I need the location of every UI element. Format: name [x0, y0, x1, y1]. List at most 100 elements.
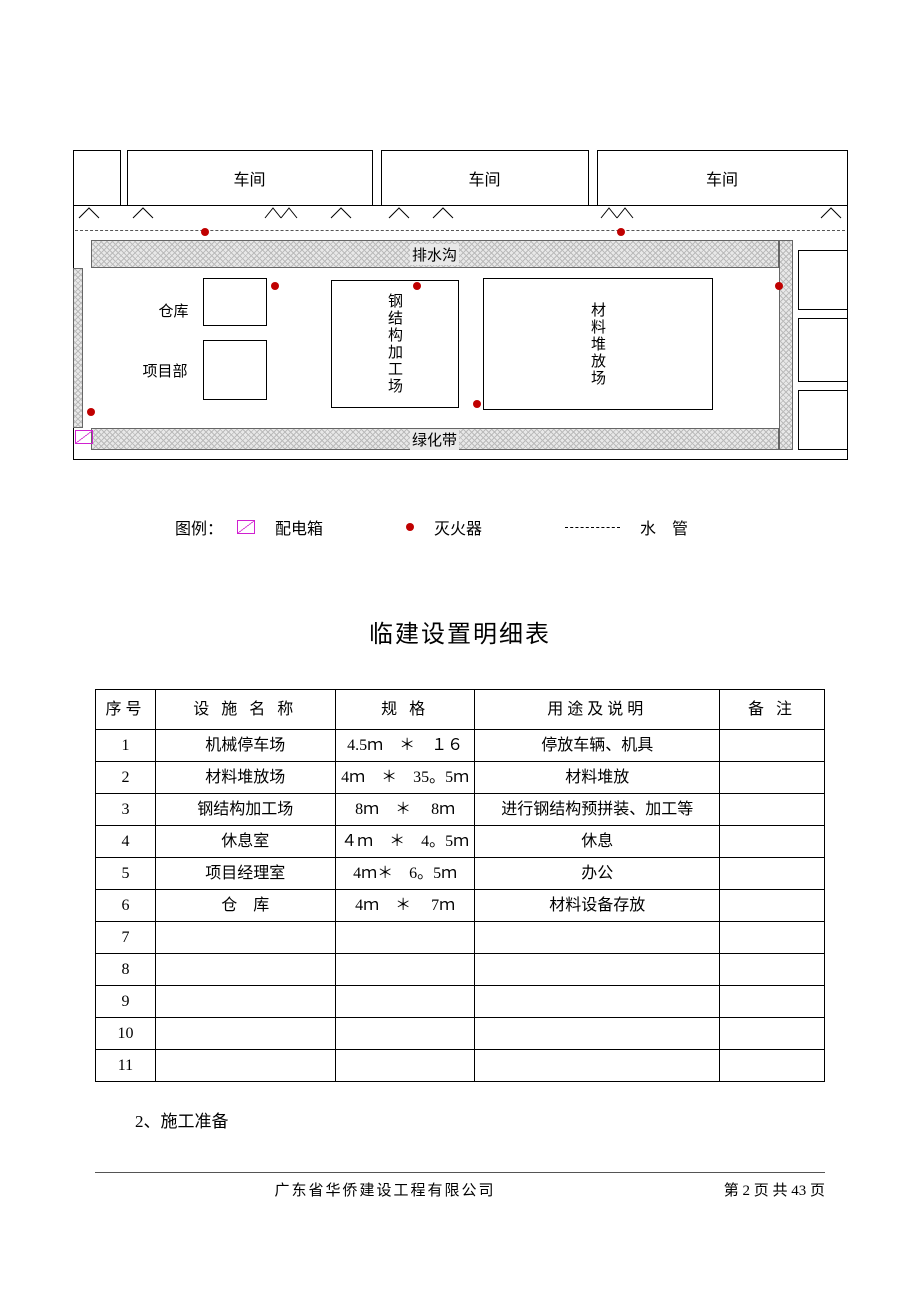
table-row: 1机械停车场4.5ｍ ＊ １６停放车辆、机具 [96, 730, 825, 762]
fire-icon [473, 400, 481, 408]
workshop-2: 车间 [381, 150, 589, 206]
site-layout-diagram: 车间 车间 车间 排水沟 [73, 150, 848, 460]
table-row: 11 [96, 1050, 825, 1082]
right-box-1 [798, 250, 848, 310]
distribution-box-icon [75, 430, 93, 444]
material-yard-label: 材料堆放场 [587, 302, 608, 387]
cell-seq: 8 [96, 954, 156, 986]
material-yard-box: 材料堆放场 [483, 278, 713, 410]
cell-note [720, 922, 825, 954]
cell-spec: 4ｍ ＊ 7ｍ [335, 890, 475, 922]
th-seq: 序号 [96, 690, 156, 730]
table-header-row: 序号 设 施 名 称 规 格 用途及说明 备 注 [96, 690, 825, 730]
legend-pipe-label: 水 管 [640, 515, 688, 539]
cell-name [155, 954, 335, 986]
cell-note [720, 986, 825, 1018]
cell-spec: 4.5ｍ ＊ １６ [335, 730, 475, 762]
workshop-gap [373, 150, 381, 206]
cell-note [720, 794, 825, 826]
fire-icon [775, 282, 783, 290]
page-footer: 广东省华侨建设工程有限公司 第 2 页 共 43 页 [95, 1179, 825, 1200]
table-title: 临建设置明细表 [0, 614, 920, 649]
footer-pager: 第 2 页 共 43 页 [675, 1179, 825, 1200]
fire-icon [87, 408, 95, 416]
cell-seq: 9 [96, 986, 156, 1018]
cell-note [720, 762, 825, 794]
legend-title: 图例： [175, 515, 223, 539]
distribution-box-icon [237, 520, 255, 534]
cell-note [720, 730, 825, 762]
green-belt-label: 绿化带 [410, 429, 459, 450]
cell-seq: 2 [96, 762, 156, 794]
table-row: 6仓 库4ｍ ＊ 7ｍ材料设备存放 [96, 890, 825, 922]
steel-yard-box: 钢结构加工场 [331, 280, 459, 408]
cell-note [720, 826, 825, 858]
cell-name [155, 986, 335, 1018]
cell-name [155, 922, 335, 954]
table-row: 5项目经理室4ｍ＊ 6。5ｍ办公 [96, 858, 825, 890]
cell-use: 停放车辆、机具 [475, 730, 720, 762]
cell-spec: 4ｍ＊ 6。5ｍ [335, 858, 475, 890]
roof-carets [73, 206, 848, 220]
cell-use: 办公 [475, 858, 720, 890]
th-name: 设 施 名 称 [155, 690, 335, 730]
drain-label: 排水沟 [410, 244, 459, 265]
fire-icon [413, 282, 421, 290]
water-pipe-line [75, 230, 845, 231]
cell-spec [335, 986, 475, 1018]
cell-name [155, 1018, 335, 1050]
pipe-icon [565, 527, 620, 528]
cell-spec: ４ｍ ＊ 4。5ｍ [335, 826, 475, 858]
th-spec: 规 格 [335, 690, 475, 730]
warehouse-box [203, 278, 267, 326]
legend: 图例： 配电箱 灭火器 水 管 [175, 515, 920, 539]
table-row: 10 [96, 1018, 825, 1050]
cell-note [720, 1050, 825, 1082]
right-box-3 [798, 390, 848, 450]
cell-use [475, 1018, 720, 1050]
cell-use: 休息 [475, 826, 720, 858]
cell-use [475, 954, 720, 986]
cell-use [475, 986, 720, 1018]
cell-name [155, 1050, 335, 1082]
table-row: 8 [96, 954, 825, 986]
legend-dist-label: 配电箱 [275, 515, 323, 539]
fire-icon [617, 228, 625, 236]
right-box-2 [798, 318, 848, 382]
cell-seq: 1 [96, 730, 156, 762]
footer-rule [95, 1172, 825, 1173]
cell-spec [335, 1018, 475, 1050]
th-note: 备 注 [720, 690, 825, 730]
table-row: 3钢结构加工场8ｍ ＊ 8ｍ进行钢结构预拼装、加工等 [96, 794, 825, 826]
cell-seq: 7 [96, 922, 156, 954]
cell-name: 钢结构加工场 [155, 794, 335, 826]
table-row: 7 [96, 922, 825, 954]
pm-office-box [203, 340, 267, 400]
cell-note [720, 954, 825, 986]
section-heading: 2、施工准备 [135, 1107, 920, 1132]
cell-use: 材料设备存放 [475, 890, 720, 922]
cell-seq: 10 [96, 1018, 156, 1050]
cell-spec [335, 1050, 475, 1082]
workshop-stub-left [73, 150, 121, 206]
cell-seq: 4 [96, 826, 156, 858]
cell-seq: 3 [96, 794, 156, 826]
cell-seq: 6 [96, 890, 156, 922]
workshop-3-label: 车间 [706, 166, 738, 190]
workshop-1: 车间 [127, 150, 373, 206]
workshop-gap [589, 150, 597, 206]
workshop-2-label: 车间 [468, 166, 500, 190]
legend-fire-label: 灭火器 [434, 515, 482, 539]
cell-spec [335, 954, 475, 986]
cell-note [720, 890, 825, 922]
left-strip [73, 268, 83, 428]
pm-office-label: 项目部 [143, 360, 188, 381]
cell-use [475, 922, 720, 954]
green-belt: 绿化带 [91, 428, 779, 450]
fire-icon [406, 523, 414, 531]
cell-note [720, 1018, 825, 1050]
cell-note [720, 858, 825, 890]
steel-yard-label: 钢结构加工场 [384, 293, 405, 395]
right-vertical-strip [779, 240, 793, 450]
fire-icon [201, 228, 209, 236]
